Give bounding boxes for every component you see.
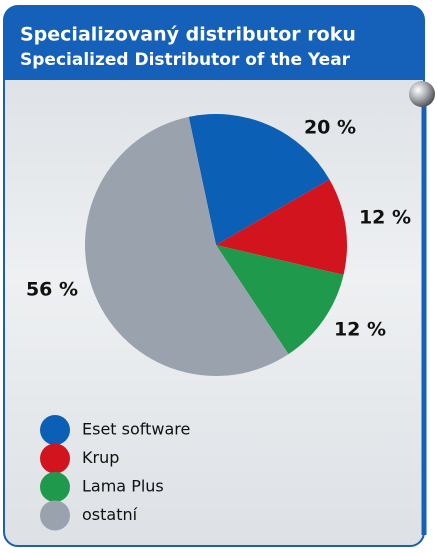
pie-slice [216,179,348,275]
value-label: 56 % [26,279,78,301]
legend-label: Lama Plus [82,477,164,496]
legend-swatch [40,472,70,502]
pie-slice [188,114,330,246]
legend-swatch [40,443,70,474]
legend-swatch [40,415,70,445]
legend-swatch [40,500,70,531]
chart-title: Specializovaný distributor roku [20,24,356,46]
legend-label: Krup [82,448,119,467]
value-label: 12 % [359,207,411,229]
legend-label: ostatní [82,505,138,524]
value-label: 20 % [304,117,356,139]
legend-label: Eset software [82,420,190,439]
ball [409,81,435,107]
pie-slice [216,245,344,355]
value-label: 12 % [334,319,386,341]
header [4,6,424,80]
pie-slice [84,116,289,377]
chart-subtitle: Specialized Distributor of the Year [20,50,351,70]
